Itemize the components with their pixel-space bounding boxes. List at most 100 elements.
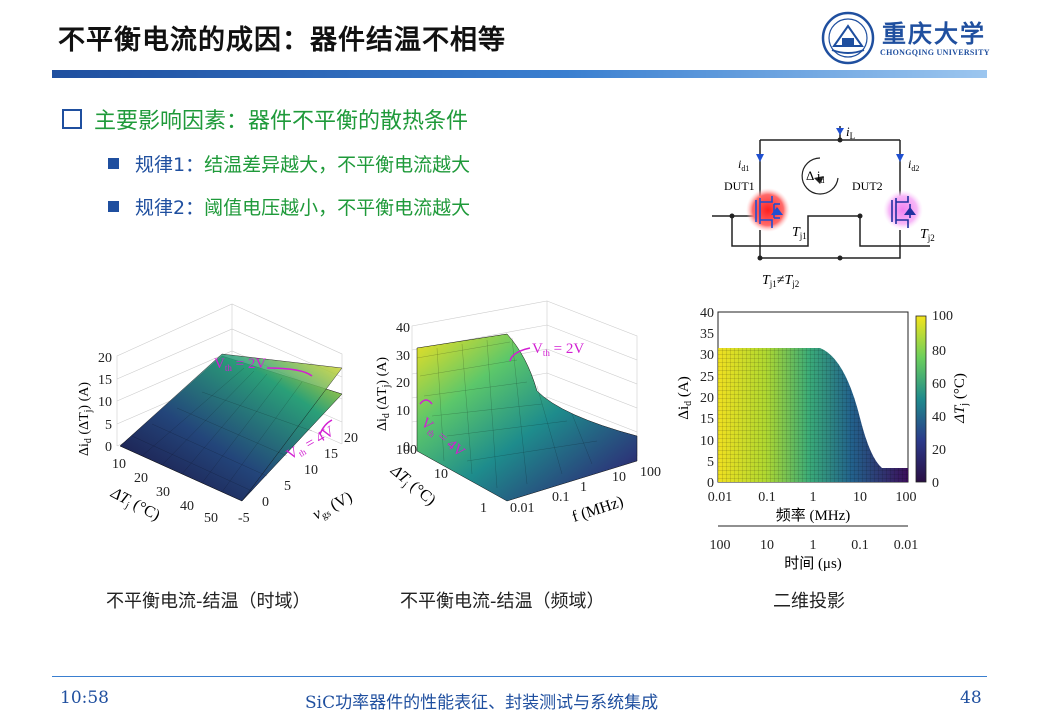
y-tick: 10 xyxy=(612,470,626,485)
x2-tick: 0.1 xyxy=(851,538,869,553)
mosfet-symbol-1 xyxy=(755,196,780,228)
z-tick: 5 xyxy=(105,418,112,433)
cb-tick: 60 xyxy=(932,377,946,392)
parallel-circuit-diagram: iL id1 id2 Δ id DUT1 DUT2 Tj1 Tj2 Tj1≠Tj… xyxy=(712,124,935,289)
x-tick: 30 xyxy=(156,485,170,500)
cb-tick: 40 xyxy=(932,410,946,425)
rule-2-text: 阈值电压越小，不平衡电流越大 xyxy=(204,197,471,219)
plot-frequency-domain-3d: 0 10 20 30 40 1 10 100 0.01 0.1 1 10 100… xyxy=(375,300,661,526)
delta-id-label: Δ id xyxy=(806,168,825,185)
cb-tick: 80 xyxy=(932,344,946,359)
x2-tick: 100 xyxy=(710,538,731,553)
x-tick: 10 xyxy=(434,467,448,482)
x2-axis-label: 时间 (μs) xyxy=(784,555,842,572)
square-bullet-icon xyxy=(108,158,119,169)
surface-vth-2v xyxy=(119,353,343,502)
y-tick: 30 xyxy=(700,348,714,363)
y-tick: 5 xyxy=(707,455,714,470)
main-bullet-text: 主要影响因素：器件不平衡的散热条件 xyxy=(94,109,469,134)
main-bullet: 主要影响因素：器件不平衡的散热条件 xyxy=(62,103,468,135)
y-tick: 10 xyxy=(700,434,714,449)
caption-frequency-domain: 不平衡电流-结温（频域） xyxy=(400,591,605,612)
annotation-vth-2v: Vth = 2V xyxy=(532,341,584,358)
y-tick: 0.01 xyxy=(510,501,535,516)
footer-divider xyxy=(52,676,987,677)
hot-device-glow xyxy=(746,188,790,232)
y-tick: 0 xyxy=(262,495,269,510)
z-axis-label: Δid (ΔTj) (A) xyxy=(375,357,392,431)
z-tick: 30 xyxy=(396,349,410,364)
y-tick: 40 xyxy=(700,306,714,321)
y-tick: 20 xyxy=(344,431,358,446)
rule-1-label: 规律1： xyxy=(135,154,205,176)
x2-tick: 10 xyxy=(760,538,774,553)
x-tick: 20 xyxy=(134,471,148,486)
plot-2d-projection: 0 5 10 15 20 25 30 35 40 0.01 0.1 1 10 1… xyxy=(676,306,970,572)
logo-text: 重庆大学 xyxy=(882,19,986,48)
cb-tick: 100 xyxy=(932,309,953,324)
x2-tick: 1 xyxy=(810,538,817,553)
x-axis-label: 频率 (MHz) xyxy=(776,507,851,524)
x-tick: 0.1 xyxy=(758,490,776,505)
y-tick: 15 xyxy=(324,447,338,462)
y-tick: 20 xyxy=(700,391,714,406)
id2-label: id2 xyxy=(908,157,919,173)
y-tick: 25 xyxy=(700,370,714,385)
tj1-label: Tj1 xyxy=(792,225,807,241)
loop-arrow xyxy=(801,157,839,195)
x-axis-label: ΔTj (°C) xyxy=(106,484,162,526)
colorbar-label: ΔTj (°C) xyxy=(952,373,970,424)
z-axis-label: Δid (ΔTj) (A) xyxy=(77,382,94,456)
y-tick: 100 xyxy=(640,465,661,480)
x-tick: 100 xyxy=(396,443,417,458)
plot-time-domain-3d: 0 5 10 15 20 10 20 30 40 50 -5 0 5 10 15… xyxy=(77,303,358,526)
warm-device-glow xyxy=(883,190,923,230)
z-tick: 20 xyxy=(98,351,112,366)
caption-2d-projection: 二维投影 xyxy=(773,591,845,612)
x-axis-label: ΔTj (°C) xyxy=(385,461,438,510)
rule-1: 规律1：结温差异越大，不平衡电流越大 xyxy=(108,150,470,177)
x2-tick: 0.01 xyxy=(894,538,919,553)
x-tick: 40 xyxy=(180,499,194,514)
z-tick: 0 xyxy=(403,440,410,455)
caption-time-domain: 不平衡电流-结温（时域） xyxy=(106,591,311,612)
tj-inequality-label: Tj1≠Tj2 xyxy=(762,273,799,289)
dut2-label: DUT2 xyxy=(852,179,883,193)
rule-2-label: 规律2： xyxy=(135,197,205,219)
y-tick: 0 xyxy=(707,476,714,491)
footer-time: 10:58 xyxy=(60,688,109,708)
square-bullet-icon xyxy=(108,201,119,212)
annotation-vth-2v: Vth = 2V xyxy=(214,356,266,373)
dut1-label: DUT1 xyxy=(724,179,755,193)
cb-tick: 0 xyxy=(932,476,939,491)
footer-course-title: SiC功率器件的性能表征、封装测试与系统集成 xyxy=(305,693,659,713)
y-tick: 1 xyxy=(580,480,587,495)
y-tick: 10 xyxy=(304,463,318,478)
title-underline-bar xyxy=(52,70,987,78)
z-tick: 10 xyxy=(98,395,112,410)
x-tick: 1 xyxy=(810,490,817,505)
y-axis-label: f (MHz) xyxy=(570,493,626,526)
z-tick: 0 xyxy=(105,440,112,455)
il-label: iL xyxy=(846,124,855,141)
y-tick: -5 xyxy=(238,511,250,526)
y-axis-label: Δid (A) xyxy=(676,376,694,419)
footer-page-number: 48 xyxy=(960,688,982,708)
x-tick: 100 xyxy=(896,490,917,505)
x-tick: 10 xyxy=(112,457,126,472)
current-arrows xyxy=(756,128,904,162)
x-tick: 50 xyxy=(204,511,218,526)
x-tick: 10 xyxy=(853,490,867,505)
checkbox-bullet-icon xyxy=(62,109,82,129)
university-logo xyxy=(821,11,875,65)
tj2-label: Tj2 xyxy=(920,227,935,243)
cb-tick: 20 xyxy=(932,443,946,458)
surface-frequency xyxy=(416,333,638,502)
y-tick: 15 xyxy=(700,412,714,427)
colorbar xyxy=(915,315,927,483)
z-tick: 40 xyxy=(396,321,410,336)
id1-label: id1 xyxy=(738,157,749,173)
rule-2: 规律2：阈值电压越小，不平衡电流越大 xyxy=(108,193,470,220)
y-tick: 5 xyxy=(284,479,291,494)
x-tick: 1 xyxy=(480,501,487,516)
